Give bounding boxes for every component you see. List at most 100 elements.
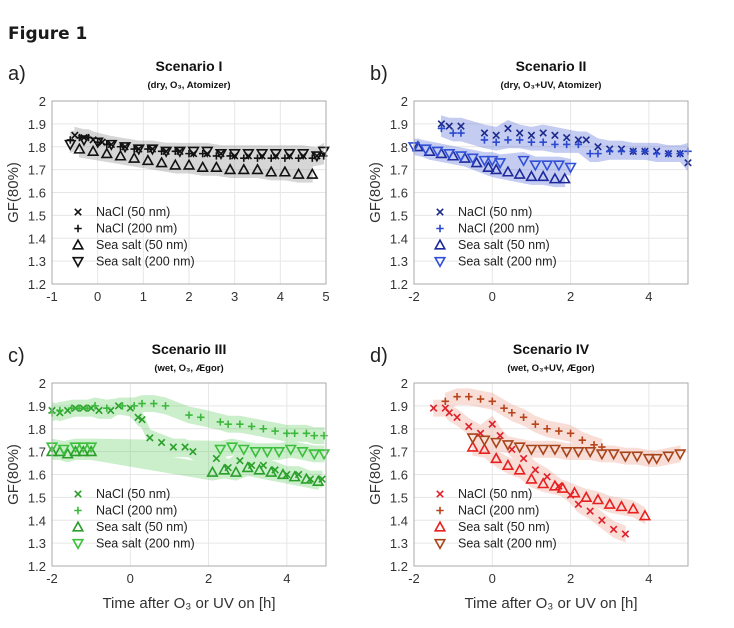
data-point xyxy=(118,402,127,410)
axes-frame xyxy=(413,382,689,567)
data-point xyxy=(513,167,526,179)
data-point xyxy=(141,154,155,166)
data-point xyxy=(73,142,86,154)
data-point xyxy=(603,497,616,509)
data-point xyxy=(609,525,618,534)
y-tick-label: 2 xyxy=(39,376,46,391)
data-point xyxy=(77,442,90,454)
data-point xyxy=(146,144,159,156)
data-point xyxy=(216,418,225,426)
y-tick-label: 1.8 xyxy=(28,140,46,155)
data-point xyxy=(531,466,540,474)
series-sea-salt-200-nm xyxy=(64,135,330,163)
legend-label: Sea salt (200 nm) xyxy=(458,255,557,269)
data-point xyxy=(278,165,292,177)
data-point xyxy=(201,146,214,158)
data-point xyxy=(236,457,244,465)
series-sea-salt-50-nm xyxy=(411,140,571,184)
y-tick-label: 1.3 xyxy=(390,254,408,269)
x-tick-label: 2 xyxy=(567,289,574,304)
data-point xyxy=(493,158,507,170)
x-tick-label: 3 xyxy=(231,289,238,304)
legend-marker xyxy=(433,520,447,532)
data-point xyxy=(150,399,158,408)
x-tick-label: 0 xyxy=(489,289,496,304)
x-tick-label: 2 xyxy=(567,571,574,586)
data-point xyxy=(228,148,241,161)
legend-label: NaCl (50 nm) xyxy=(458,205,532,219)
data-point xyxy=(57,444,70,456)
data-point xyxy=(91,137,104,149)
data-point xyxy=(548,479,562,491)
data-point xyxy=(482,160,495,172)
data-point xyxy=(138,415,146,424)
y-tick-label: 1.4 xyxy=(28,513,46,528)
data-point xyxy=(555,427,563,435)
y-tick-label: 1.7 xyxy=(28,445,46,460)
data-point xyxy=(67,404,76,412)
data-point xyxy=(556,481,569,493)
data-point xyxy=(169,158,182,170)
data-point xyxy=(574,136,583,144)
y-tick-label: 1.6 xyxy=(390,468,408,483)
data-point xyxy=(79,404,88,412)
data-point xyxy=(580,490,593,503)
y-tick-label: 1.9 xyxy=(28,399,46,414)
y-tick-label: 1.9 xyxy=(390,399,408,414)
y-tick-label: 1.8 xyxy=(390,140,408,155)
data-point xyxy=(294,154,303,162)
legend: NaCl (50 nm) NaCl (200 nm) Sea salt (50 nm… xyxy=(433,487,557,551)
data-point xyxy=(476,395,485,403)
data-point xyxy=(253,463,266,475)
data-point xyxy=(582,136,590,144)
data-point xyxy=(454,151,468,163)
data-point xyxy=(586,149,594,158)
data-point xyxy=(281,154,289,162)
y-tick-label: 1.4 xyxy=(28,231,46,246)
data-point xyxy=(429,404,438,412)
data-point xyxy=(531,420,540,428)
data-point xyxy=(224,420,232,428)
data-point xyxy=(595,449,609,461)
legend-label: NaCl (200 nm) xyxy=(458,504,539,518)
data-point xyxy=(276,468,290,480)
data-point xyxy=(411,140,425,152)
y-tick-label: 1.5 xyxy=(390,490,408,505)
data-point xyxy=(566,429,575,438)
data-point xyxy=(71,404,80,412)
x-tick-label: 5 xyxy=(322,289,329,304)
data-point xyxy=(453,393,461,401)
data-point xyxy=(540,160,554,172)
data-point xyxy=(288,470,301,482)
y-tick-label: 1.8 xyxy=(28,422,46,437)
legend-marker xyxy=(71,238,85,250)
x-tick-label: 4 xyxy=(645,571,652,586)
data-point xyxy=(488,420,497,428)
data-point xyxy=(69,445,82,457)
x-tick-label: 4 xyxy=(645,289,652,304)
legend-marker xyxy=(436,490,444,498)
data-point xyxy=(77,445,90,457)
legend-marker xyxy=(436,224,444,233)
uncertainty-band xyxy=(51,397,323,488)
legend-marker xyxy=(433,238,447,250)
data-point xyxy=(488,397,496,405)
data-point xyxy=(83,404,91,412)
data-point xyxy=(146,434,154,442)
data-point xyxy=(501,458,515,470)
legend-marker xyxy=(74,224,82,233)
y-axis-label: GF(80%) xyxy=(367,162,384,223)
data-point xyxy=(551,131,559,140)
data-point xyxy=(95,406,103,415)
series-nacl-200-nm xyxy=(441,393,606,451)
data-point xyxy=(185,411,193,419)
series-sea-salt-50-nm xyxy=(45,445,325,487)
x-tick-label: -2 xyxy=(408,571,420,586)
y-tick-label: 1.7 xyxy=(390,163,408,178)
legend-label: Sea salt (200 nm) xyxy=(96,537,195,551)
legend-marker xyxy=(71,256,85,268)
data-point xyxy=(480,129,489,137)
